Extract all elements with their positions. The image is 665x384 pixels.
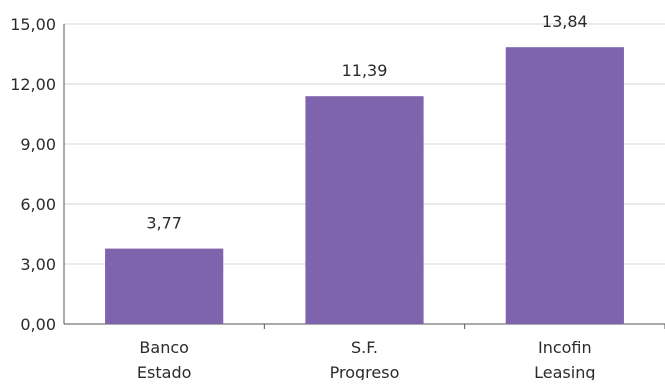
data-label: 11,39 <box>342 61 388 80</box>
category-label: Leasing <box>534 363 595 380</box>
category-label: Progreso <box>330 363 400 380</box>
y-tick-label: 12,00 <box>10 75 56 94</box>
y-tick-label: 3,00 <box>20 255 56 274</box>
y-tick-label: 6,00 <box>20 195 56 214</box>
data-label: 3,77 <box>146 214 182 233</box>
category-label: Banco <box>139 338 189 357</box>
y-tick-label: 0,00 <box>20 315 56 334</box>
category-label: Incofin <box>538 338 592 357</box>
y-tick-label: 9,00 <box>20 135 56 154</box>
category-label: S.F. <box>351 338 378 357</box>
data-label: 13,84 <box>542 12 588 31</box>
bar <box>105 248 224 324</box>
y-tick-label: 15,00 <box>10 15 56 34</box>
category-label: Estado <box>137 363 191 380</box>
bar <box>505 47 624 324</box>
bar <box>305 96 424 324</box>
